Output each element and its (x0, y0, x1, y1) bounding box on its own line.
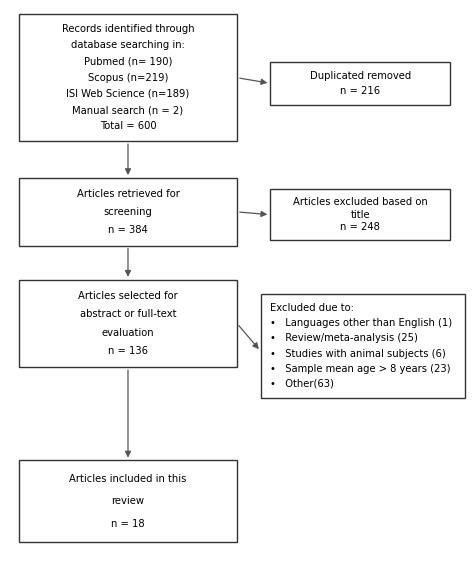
Text: •   Other(63): • Other(63) (270, 379, 334, 389)
FancyBboxPatch shape (270, 189, 450, 240)
Text: •   Sample mean age > 8 years (23): • Sample mean age > 8 years (23) (270, 364, 451, 374)
Text: n = 384: n = 384 (108, 225, 148, 235)
Text: n = 216: n = 216 (340, 85, 380, 95)
Text: •   Languages other than English (1): • Languages other than English (1) (270, 318, 452, 328)
FancyBboxPatch shape (270, 62, 450, 105)
Text: screening: screening (103, 207, 153, 217)
FancyBboxPatch shape (261, 294, 465, 398)
Text: Excluded due to:: Excluded due to: (270, 303, 354, 313)
Text: •   Review/meta-analysis (25): • Review/meta-analysis (25) (270, 333, 418, 344)
Text: Scopus (n=219): Scopus (n=219) (88, 73, 168, 82)
Text: •   Studies with animal subjects (6): • Studies with animal subjects (6) (270, 349, 446, 359)
Text: title: title (350, 210, 370, 220)
Text: abstract or full-text: abstract or full-text (80, 309, 176, 319)
Text: Duplicated removed: Duplicated removed (310, 71, 411, 81)
Text: Records identified through: Records identified through (62, 24, 194, 34)
FancyBboxPatch shape (19, 460, 237, 542)
Text: Articles retrieved for: Articles retrieved for (76, 189, 180, 199)
Text: Total = 600: Total = 600 (100, 121, 156, 131)
Text: n = 18: n = 18 (111, 519, 145, 529)
Text: database searching in:: database searching in: (71, 40, 185, 50)
FancyBboxPatch shape (19, 178, 237, 246)
Text: ISI Web Science (n=189): ISI Web Science (n=189) (66, 89, 190, 99)
FancyBboxPatch shape (19, 14, 237, 141)
Text: Articles included in this: Articles included in this (69, 473, 187, 484)
Text: Pubmed (n= 190): Pubmed (n= 190) (84, 56, 172, 67)
Text: Articles selected for: Articles selected for (78, 291, 178, 301)
Text: n = 248: n = 248 (340, 222, 380, 232)
FancyBboxPatch shape (19, 280, 237, 367)
Text: Articles excluded based on: Articles excluded based on (293, 197, 428, 207)
Text: Manual search (n = 2): Manual search (n = 2) (73, 105, 183, 115)
Text: n = 136: n = 136 (108, 346, 148, 356)
Text: evaluation: evaluation (101, 328, 155, 338)
Text: review: review (111, 497, 145, 506)
